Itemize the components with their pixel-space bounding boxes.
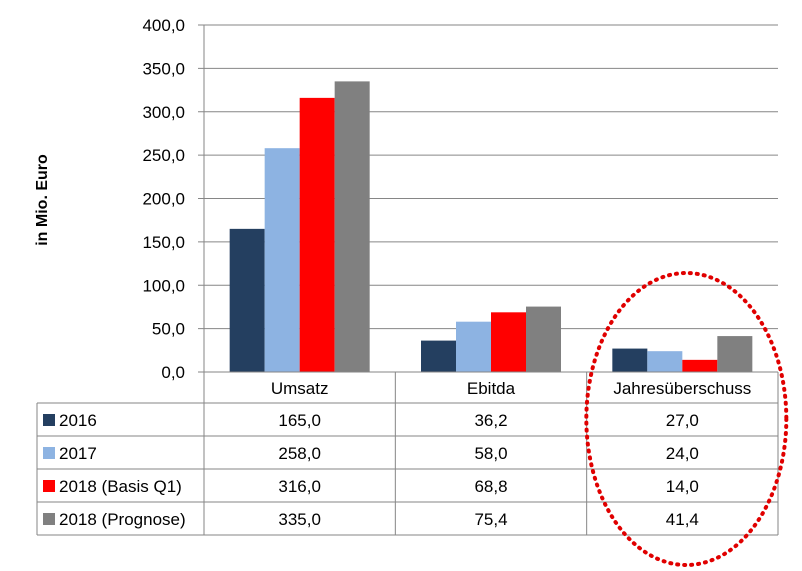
data-label: 58,0	[474, 444, 507, 463]
y-tick-label: 150,0	[142, 233, 185, 252]
data-label: 27,0	[666, 411, 699, 430]
bar-2018-prognose-0	[334, 81, 370, 372]
series-name: 2018 (Basis Q1)	[59, 477, 182, 496]
data-label: 24,0	[666, 444, 699, 463]
data-table: Umsatz Ebitda Jahresüberschuss 2016 165,0 36,…	[36, 371, 779, 536]
bar-2018-basis-q1-2	[682, 359, 718, 372]
bar-2018-prognose-1	[526, 306, 561, 372]
bar-2018-basis-q1-1	[491, 312, 526, 372]
highlight-ellipse	[584, 271, 789, 567]
y-tick-label: 350,0	[142, 59, 185, 78]
legend-key	[43, 414, 55, 426]
y-axis-label: in Mio. Euro	[34, 154, 51, 246]
y-tick-label: 0,0	[161, 363, 185, 382]
y-tick-label: 200,0	[142, 190, 185, 209]
category-label: Jahresüberschuss	[613, 379, 751, 398]
data-label: 258,0	[278, 444, 321, 463]
bars	[229, 81, 753, 373]
y-tick-label: 50,0	[152, 320, 185, 339]
bar-2018-basis-q1-0	[299, 97, 335, 373]
y-tick-label: 100,0	[142, 276, 185, 295]
bar-2016-0	[229, 228, 265, 372]
legend-key	[43, 480, 55, 492]
bar-2018-prognose-2	[717, 336, 753, 372]
y-axis-tick-labels: 0,0 50,0 100,0 150,0 200,0 250,0 300,0 350,0 400…	[142, 16, 185, 382]
data-label: 165,0	[278, 411, 321, 430]
series-name: 2016	[59, 411, 97, 430]
category-label: Umsatz	[271, 379, 329, 398]
data-label: 14,0	[666, 477, 699, 496]
y-tick-label: 300,0	[142, 103, 185, 122]
data-label: 41,4	[666, 510, 699, 529]
data-label: 75,4	[474, 510, 507, 529]
annotations	[584, 271, 789, 567]
category-label: Ebitda	[467, 379, 516, 398]
legend-key	[43, 513, 55, 525]
y-tick-label: 400,0	[142, 16, 185, 35]
series-name: 2018 (Prognose)	[59, 510, 186, 529]
bar-2017-1	[456, 321, 491, 372]
bar-2017-2	[647, 351, 683, 372]
data-label: 36,2	[474, 411, 507, 430]
bar-2017-0	[264, 148, 300, 372]
bar-2016-2	[612, 348, 648, 372]
data-label: 316,0	[278, 477, 321, 496]
legend-key	[43, 447, 55, 459]
data-label: 68,8	[474, 477, 507, 496]
series-name: 2017	[59, 444, 97, 463]
bar-2016-1	[421, 340, 456, 372]
data-label: 335,0	[278, 510, 321, 529]
y-tick-label: 250,0	[142, 146, 185, 165]
